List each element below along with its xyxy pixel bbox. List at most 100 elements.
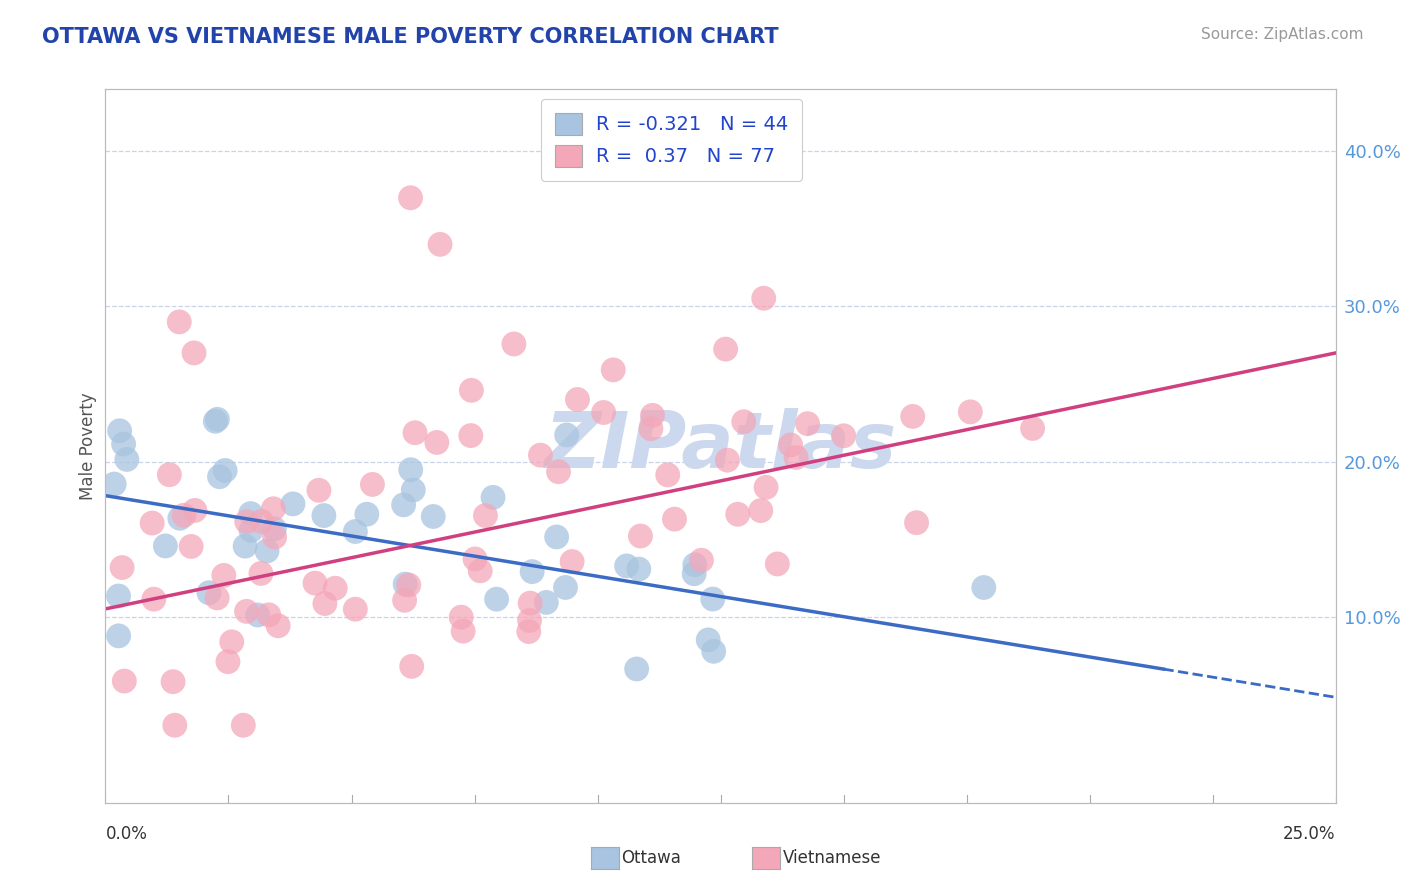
Point <box>429 237 451 252</box>
Point <box>697 632 720 647</box>
Point <box>246 607 269 622</box>
Point <box>519 596 541 610</box>
Point <box>519 614 541 628</box>
Point <box>112 674 135 689</box>
Point <box>169 315 191 329</box>
Point <box>141 516 163 530</box>
Point <box>107 629 129 643</box>
Point <box>733 415 755 429</box>
Point <box>529 448 551 462</box>
Point <box>602 363 624 377</box>
Text: Ottawa: Ottawa <box>621 849 682 867</box>
Text: Vietnamese: Vietnamese <box>783 849 882 867</box>
Point <box>281 497 304 511</box>
Text: Source: ZipAtlas.com: Source: ZipAtlas.com <box>1201 27 1364 42</box>
Point <box>308 483 330 498</box>
Point <box>714 342 737 356</box>
Point <box>664 512 686 526</box>
Point <box>690 553 713 567</box>
Point <box>398 578 420 592</box>
Point <box>103 477 125 491</box>
Point <box>250 566 273 581</box>
Point <box>250 515 273 529</box>
Point <box>217 655 239 669</box>
Point <box>482 491 505 505</box>
Point <box>157 467 180 482</box>
Point <box>115 452 138 467</box>
Point <box>973 581 995 595</box>
Point <box>555 428 578 442</box>
Point <box>561 555 583 569</box>
Point <box>344 524 367 539</box>
Point <box>163 718 186 732</box>
Text: ZIPatlas: ZIPatlas <box>544 408 897 484</box>
Point <box>503 337 526 351</box>
Point <box>422 509 444 524</box>
Point <box>702 592 724 607</box>
Point <box>959 405 981 419</box>
Point <box>111 560 134 574</box>
Point <box>394 593 416 607</box>
Point <box>263 522 285 536</box>
Point <box>256 544 278 558</box>
Point <box>752 291 775 305</box>
Point <box>520 565 543 579</box>
Point <box>155 539 177 553</box>
Point <box>901 409 924 424</box>
Point <box>399 463 422 477</box>
Point <box>402 483 425 497</box>
Point <box>184 503 207 517</box>
Point <box>592 405 614 419</box>
Point <box>547 465 569 479</box>
Y-axis label: Male Poverty: Male Poverty <box>79 392 97 500</box>
Text: 25.0%: 25.0% <box>1284 825 1336 843</box>
Point <box>214 463 236 477</box>
Point <box>727 508 749 522</box>
Point <box>779 438 801 452</box>
Point <box>312 508 335 523</box>
Point <box>162 674 184 689</box>
Point <box>749 503 772 517</box>
Point <box>460 428 482 442</box>
Point <box>263 530 285 544</box>
Point <box>683 558 706 572</box>
Point <box>401 659 423 673</box>
Point <box>399 191 422 205</box>
Point <box>485 592 508 607</box>
Point <box>314 597 336 611</box>
Point <box>567 392 589 407</box>
Point <box>1021 421 1043 435</box>
Point <box>536 595 558 609</box>
Point <box>221 635 243 649</box>
Point <box>626 662 648 676</box>
Point <box>630 529 652 543</box>
Point <box>239 507 262 521</box>
Point <box>240 524 263 538</box>
Point <box>204 414 226 428</box>
Point <box>450 610 472 624</box>
Point <box>641 409 664 423</box>
Point <box>554 581 576 595</box>
Point <box>460 384 482 398</box>
Point <box>257 607 280 622</box>
Legend: R = -0.321   N = 44, R =  0.37   N = 77: R = -0.321 N = 44, R = 0.37 N = 77 <box>541 99 801 181</box>
Point <box>142 592 165 607</box>
Point <box>344 602 367 616</box>
Point <box>169 511 191 525</box>
Point <box>235 604 257 618</box>
Point <box>766 557 789 571</box>
Point <box>107 589 129 603</box>
Point <box>394 577 416 591</box>
Point <box>323 581 346 595</box>
Point <box>183 346 205 360</box>
Text: OTTAWA VS VIETNAMESE MALE POVERTY CORRELATION CHART: OTTAWA VS VIETNAMESE MALE POVERTY CORREL… <box>42 27 779 46</box>
Point <box>657 467 679 482</box>
Point <box>426 435 449 450</box>
Point <box>703 644 725 658</box>
Point <box>640 422 662 436</box>
Point <box>267 619 290 633</box>
Point <box>108 424 131 438</box>
Point <box>180 540 202 554</box>
Point <box>262 501 284 516</box>
Point <box>785 450 807 465</box>
